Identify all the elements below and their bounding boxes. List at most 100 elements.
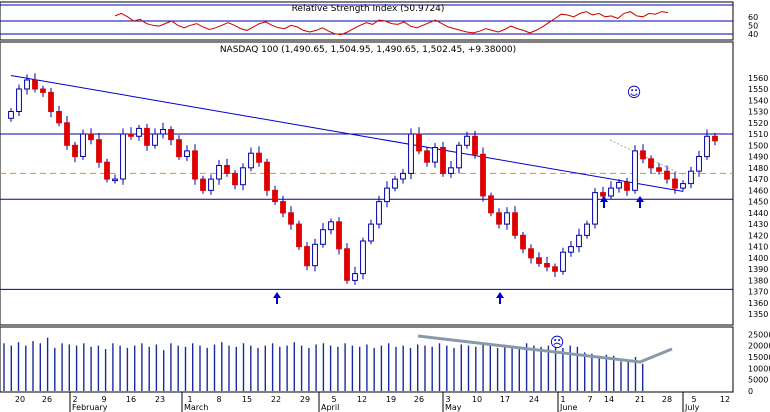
x-day-label: 7 — [587, 395, 592, 404]
candle-body — [552, 266, 558, 272]
candle-body — [304, 246, 310, 267]
x-day-label: 2 — [72, 395, 77, 404]
candle-body — [240, 167, 246, 186]
candle-body — [464, 135, 470, 146]
price-tick-label: 1360 — [748, 299, 768, 308]
x-day-label: 26 — [414, 395, 424, 404]
candle-body — [232, 172, 238, 186]
up-arrow-icon — [496, 292, 504, 304]
price-trendline — [10, 75, 684, 192]
candle-body — [536, 257, 542, 264]
candle-body — [72, 144, 78, 158]
volume-tick-label: 20000 — [748, 342, 770, 351]
candle-body — [416, 133, 422, 152]
candle-body — [568, 246, 574, 253]
candle-body — [352, 273, 358, 281]
candle-body — [192, 150, 198, 180]
candle-body — [224, 165, 230, 174]
candle-body — [40, 88, 46, 93]
candle-body — [208, 178, 214, 191]
candle-body — [664, 170, 670, 180]
price-tick-label: 1440 — [748, 209, 768, 218]
x-day-label: 14 — [604, 395, 614, 404]
price-tick-label: 1410 — [748, 243, 768, 252]
x-axis: 20 26 2 9 16 23 1 8 15 22 29 5 12 19 26 3 10 17 24 1 7 14 21 28… — [0, 391, 733, 412]
candle-body — [200, 178, 206, 191]
price-tick-label: 1400 — [748, 254, 768, 263]
candle-body — [360, 240, 366, 275]
rsi-tick-label: 60 — [748, 13, 758, 22]
candle-body — [672, 178, 678, 189]
volume-panel: ☹ 25000 20000 15000 10000 5000 0 — [0, 326, 770, 396]
up-arrow-icon — [600, 196, 608, 208]
x-month-label: March — [184, 403, 208, 412]
candle-body — [456, 144, 462, 169]
x-day-label: 24 — [529, 395, 539, 404]
x-day-label: 19 — [386, 395, 396, 404]
candle-body — [656, 167, 662, 172]
x-month-label: April — [321, 403, 339, 412]
price-dotted-channel — [609, 139, 684, 176]
candle-body — [48, 91, 54, 113]
price-tick-label: 1370 — [748, 288, 768, 297]
candle-body — [584, 223, 590, 236]
x-day-label: 20 — [15, 395, 25, 404]
candle-body — [272, 189, 278, 203]
up-arrow-icon — [636, 196, 644, 208]
candle-body — [128, 133, 134, 137]
rsi-tick-label: 40 — [748, 30, 758, 39]
price-title: NASDAQ 100 (1,490.65, 1,504.95, 1,490.65… — [220, 45, 516, 55]
x-day-label: 22 — [271, 395, 281, 404]
candle-body — [160, 129, 166, 135]
candle-body — [448, 167, 454, 174]
candle-body — [616, 181, 622, 189]
candle-body — [712, 135, 718, 142]
candle-body — [96, 139, 102, 163]
candle-body — [608, 187, 614, 197]
volume-tick-label: 0 — [748, 387, 753, 396]
candle-body — [168, 129, 174, 141]
candle-body — [424, 150, 430, 163]
x-day-labels: 20 26 2 9 16 23 1 8 15 22 29 5 12 19 26 3 10 17 24 1 7 14 21 28… — [15, 395, 730, 404]
x-day-label: 26 — [42, 395, 52, 404]
price-panel-frame — [0, 41, 734, 326]
price-candles — [8, 73, 718, 285]
price-tick-label: 1500 — [748, 141, 768, 150]
candle-body — [56, 111, 62, 124]
x-day-label: 29 — [300, 395, 310, 404]
x-day-label: 3 — [445, 395, 450, 404]
price-y-ticks: 1560 1550 1540 1530 1520 1510 1500 1490 1480 1470… — [748, 74, 768, 319]
rsi-title: Relative Strength Index (50.9724) — [292, 4, 445, 14]
candle-body — [688, 170, 694, 185]
candle-body — [64, 122, 70, 146]
candle-body — [336, 221, 342, 250]
candle-body — [696, 156, 702, 172]
x-month-label: February — [72, 403, 108, 412]
candle-body — [120, 133, 126, 180]
x-day-label: 5 — [691, 395, 696, 404]
x-day-label: 8 — [216, 395, 221, 404]
candle-body — [176, 139, 182, 158]
candle-body — [488, 195, 494, 214]
candle-body — [592, 192, 598, 225]
candle-body — [528, 248, 534, 259]
candle-body — [264, 161, 270, 191]
rsi-series-line — [114, 11, 669, 36]
candle-body — [88, 133, 94, 141]
candle-body — [400, 172, 406, 180]
x-day-label: 15 — [242, 395, 252, 404]
candle-body — [368, 223, 374, 242]
frown-face-icon: ☹ — [550, 335, 565, 351]
x-day-label: 12 — [720, 395, 730, 404]
candle-body — [544, 263, 550, 268]
price-tick-label: 1420 — [748, 231, 768, 240]
volume-tick-label: 5000 — [748, 376, 768, 385]
x-day-label: 12 — [357, 395, 367, 404]
up-arrow-icon — [273, 292, 281, 304]
candle-body — [680, 183, 686, 189]
candle-body — [384, 187, 390, 203]
price-tick-label: 1540 — [748, 96, 768, 105]
candle-body — [344, 248, 350, 281]
candle-body — [8, 111, 14, 119]
